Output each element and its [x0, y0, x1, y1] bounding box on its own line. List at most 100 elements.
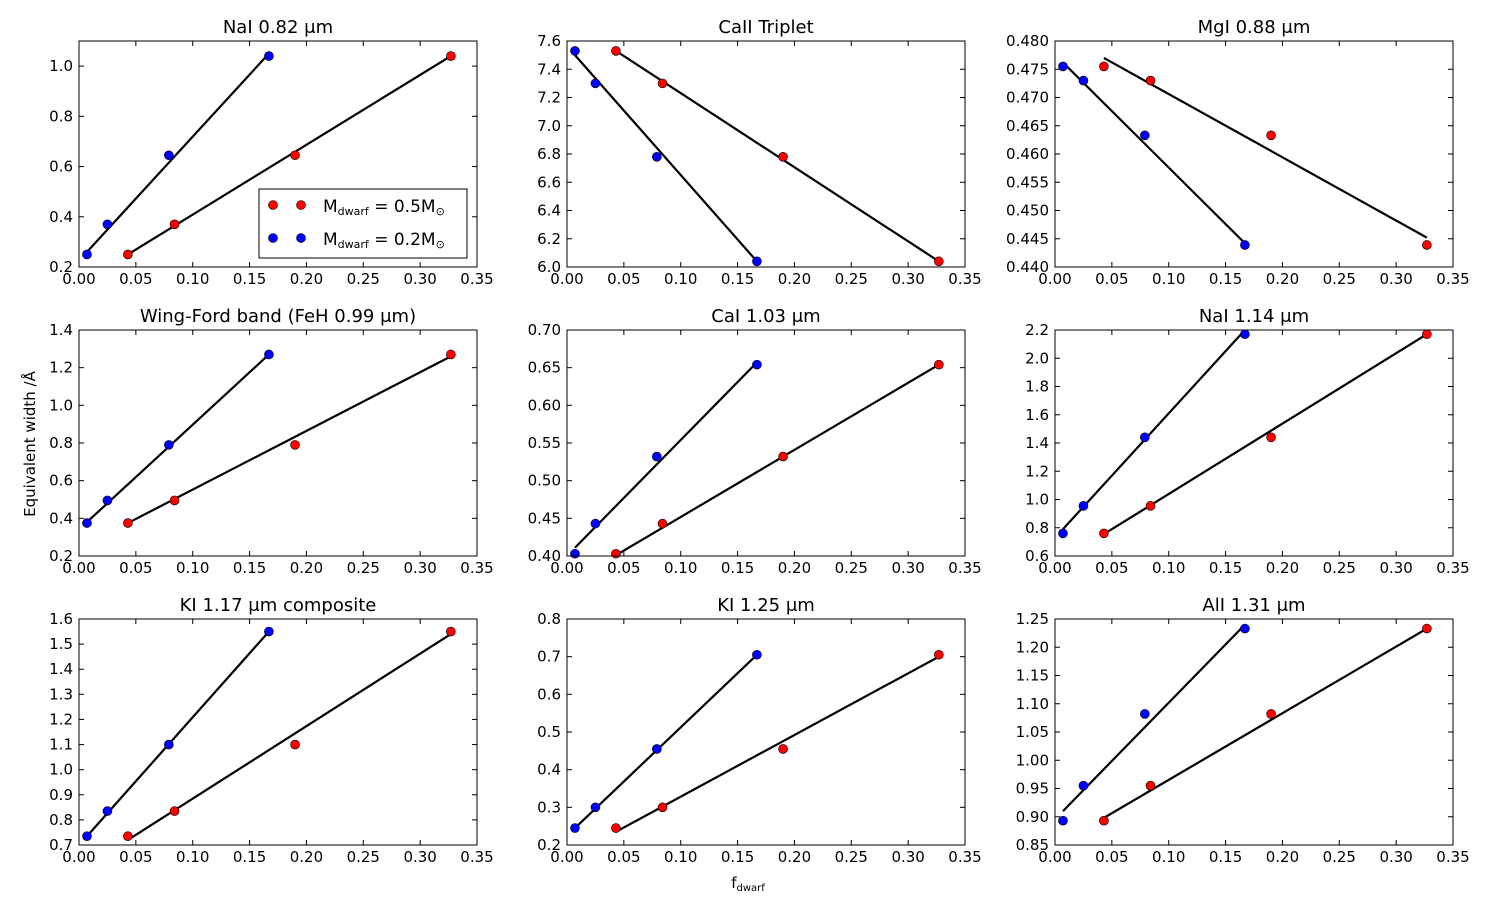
data-point-red [169, 806, 180, 816]
panel-title: Wing-Ford band (FeH 0.99 μm) [140, 306, 416, 327]
x-tick-label: 0.25 [347, 848, 380, 866]
fit-line-blue [1062, 329, 1246, 530]
y-tick-label: 0.6 [49, 158, 73, 176]
x-tick-label: 0.15 [1209, 559, 1242, 577]
y-tick-label: 0.8 [537, 610, 561, 628]
data-point-blue [164, 739, 174, 750]
data-point-blue [590, 78, 601, 89]
x-axis-label: fdwarf [731, 874, 765, 894]
legend-marker-blue-1 [268, 233, 278, 243]
x-tick-label: 0.15 [233, 848, 266, 866]
data-point-red [446, 349, 456, 360]
y-tick-label: 0.6 [49, 472, 73, 490]
y-tick-label: 0.2 [49, 547, 73, 565]
x-tick-label: 0.25 [835, 559, 868, 577]
x-tick-label: 0.15 [721, 848, 754, 866]
data-point-red [123, 831, 133, 842]
x-tick-label: 0.25 [1323, 848, 1356, 866]
data-point-red [1422, 329, 1432, 340]
x-tick-label: 0.15 [233, 270, 266, 288]
data-point-red [934, 649, 944, 660]
y-tick-label: 6.4 [537, 202, 561, 220]
plot-frame [78, 40, 478, 268]
panel-title: NaI 1.14 μm [1199, 306, 1309, 327]
data-point-red [1266, 432, 1276, 443]
data-point-blue [570, 823, 580, 833]
y-tick-label: 0.3 [537, 798, 561, 816]
x-tick-label: 0.05 [1095, 848, 1128, 866]
x-axis-label-main: f [731, 874, 737, 892]
x-tick-label: 0.25 [835, 848, 868, 866]
data-point-red [778, 152, 788, 162]
x-tick-label: 0.05 [1095, 270, 1128, 288]
y-tick-label: 0.60 [528, 396, 561, 414]
data-point-blue [590, 518, 601, 529]
x-tick-label: 0.00 [550, 848, 583, 866]
x-tick-label: 0.30 [891, 559, 924, 577]
y-tick-label: 1.05 [1016, 723, 1049, 741]
x-tick-label: 0.30 [1379, 559, 1412, 577]
data-point-blue [264, 51, 274, 61]
y-tick-label: 0.8 [49, 107, 73, 125]
x-tick-label: 0.00 [550, 270, 583, 288]
y-tick-label: 7.2 [537, 89, 561, 107]
y-tick-label: 0.2 [49, 258, 73, 276]
panel-title: MgI 0.88 μm [1198, 17, 1311, 38]
y-tick-label: 1.6 [1025, 406, 1049, 424]
data-point-blue [1240, 240, 1250, 250]
x-tick-label: 0.10 [1152, 848, 1185, 866]
y-tick-label: 7.4 [537, 60, 561, 78]
x-tick-label: 0.10 [1152, 559, 1185, 577]
data-point-red [1266, 709, 1276, 719]
legend-frame [258, 188, 468, 259]
fit-line-blue [86, 630, 270, 837]
fit-line-blue [86, 353, 270, 523]
x-tick-label: 0.05 [119, 270, 152, 288]
y-tick-label: 7.0 [537, 117, 561, 135]
data-point-blue [752, 649, 762, 660]
x-tick-label: 0.10 [176, 270, 209, 288]
y-tick-label: 0.465 [1006, 117, 1049, 135]
data-point-blue [82, 518, 92, 528]
x-tick-label: 0.00 [1038, 848, 1071, 866]
data-point-blue [102, 495, 113, 506]
panel-8: KI 1.25 μm 0.00 0.05 0.10 0.15 0.20 0.25 0.30 0.… [537, 595, 982, 866]
y-tick-label: 0.470 [1006, 89, 1049, 107]
panel-6: NaI 1.14 μm 0.00 0.05 0.10 0.15 0.20 0.25 0.30 0… [1025, 306, 1470, 577]
panel-5: CaI 1.03 μm 0.00 0.05 0.10 0.15 0.20 0.25 0.30 0… [528, 306, 982, 577]
y-tick-label: 0.4 [537, 761, 561, 779]
data-point-red [1422, 623, 1432, 634]
x-tick-label: 0.15 [721, 559, 754, 577]
panel-1: NaI 0.82 μm 0.00 0.05 0.10 0.15 0.20 0.25 0.30 0… [49, 17, 494, 288]
data-point-blue [1240, 623, 1250, 634]
data-point-red [934, 256, 944, 267]
x-tick-label: 0.10 [1152, 270, 1185, 288]
y-tick-label: 6.6 [537, 173, 561, 191]
panel-2: CaII Triplet 0.00 0.05 0.10 0.15 0.20 0.25 0.30… [537, 17, 982, 288]
y-tick-label: 6.2 [537, 230, 561, 248]
y-tick-label: 0.85 [1016, 836, 1049, 854]
data-point-blue [102, 219, 113, 230]
x-tick-label: 0.20 [1266, 270, 1299, 288]
x-tick-label: 0.35 [948, 270, 981, 288]
data-point-red [1422, 240, 1432, 250]
fit-line-blue [574, 653, 758, 829]
x-tick-label: 0.35 [460, 848, 493, 866]
panel-title: KI 1.17 μm composite [180, 595, 377, 616]
y-tick-label: 0.6 [537, 685, 561, 703]
data-point-red [290, 440, 300, 450]
data-point-red [1099, 61, 1109, 72]
data-point-red [1099, 528, 1109, 539]
data-point-red [611, 548, 621, 559]
legend-marker-red-2 [296, 200, 306, 210]
y-tick-label: 0.475 [1006, 60, 1049, 78]
plot-frame [78, 618, 478, 846]
x-tick-label: 0.10 [664, 848, 697, 866]
y-tick-label: 0.6 [1025, 547, 1049, 565]
y-tick-label: 0.8 [1025, 519, 1049, 537]
y-tick-label: 0.7 [49, 836, 73, 854]
fit-line-blue [1062, 623, 1246, 812]
x-tick-label: 0.00 [62, 270, 95, 288]
y-tick-label: 1.3 [49, 685, 73, 703]
